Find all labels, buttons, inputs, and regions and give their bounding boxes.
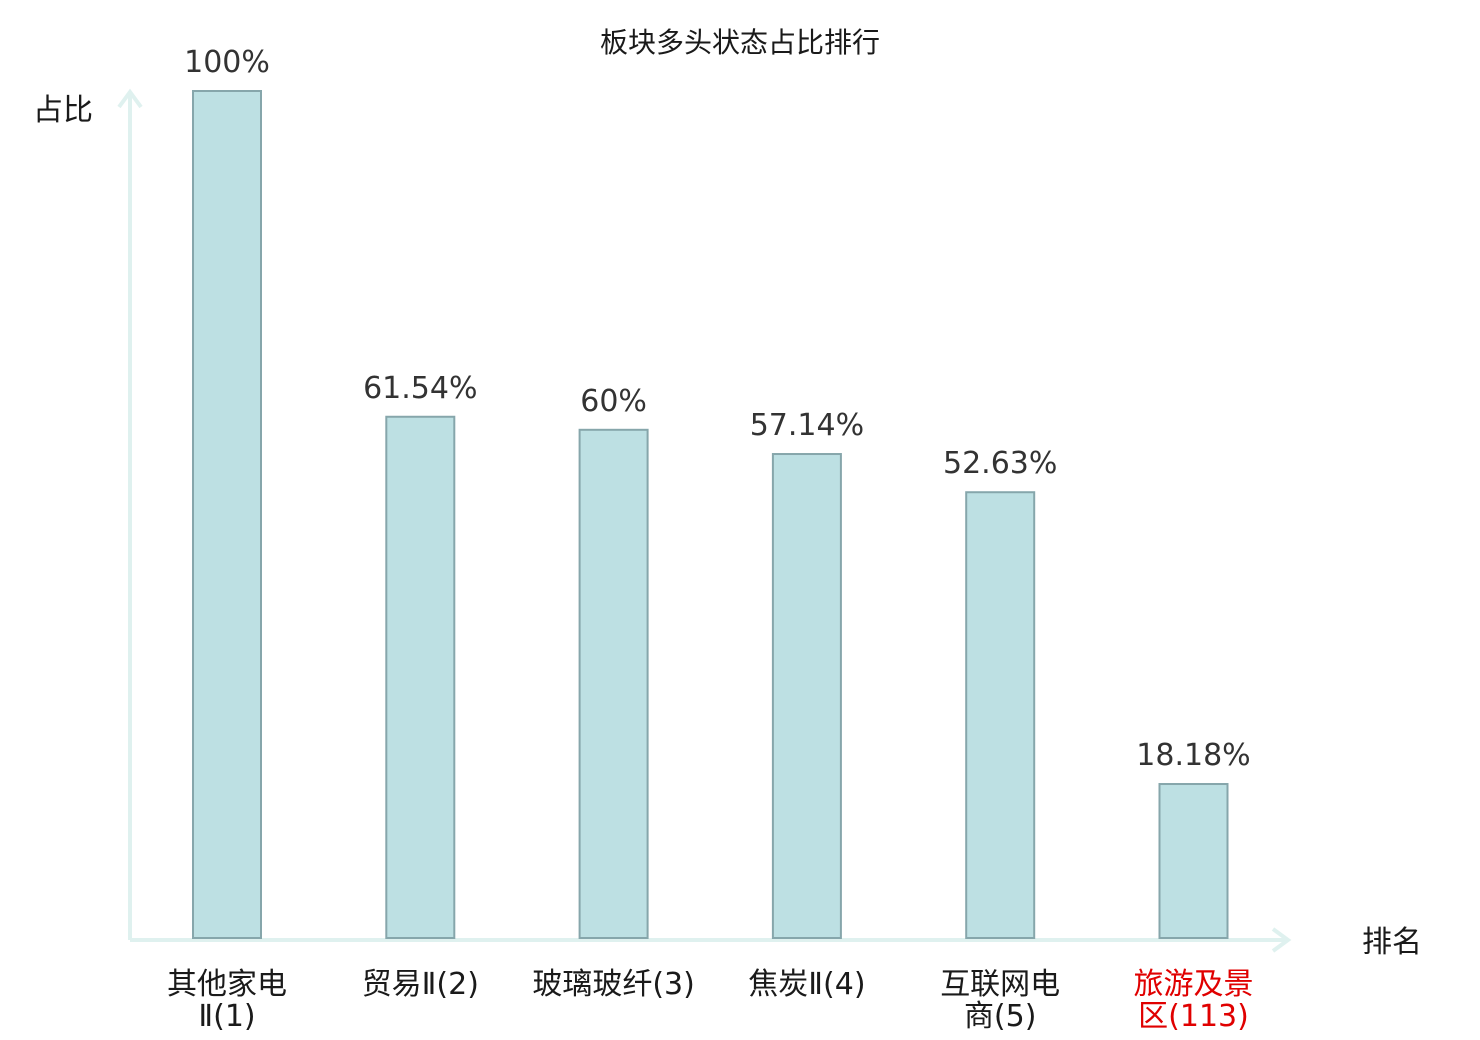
bar xyxy=(578,428,649,939)
x-tick-label: 互联网电 xyxy=(940,967,1060,1002)
axes xyxy=(117,88,1292,953)
x-tick-label: 其他家电 xyxy=(167,967,287,1002)
data-label: 100% xyxy=(184,45,270,80)
bar xyxy=(192,90,262,939)
bar xyxy=(385,415,456,939)
bar xyxy=(1158,783,1229,939)
data-label: 18.18% xyxy=(1136,738,1250,773)
bars xyxy=(192,90,1229,939)
x-tick-label: Ⅱ(1) xyxy=(198,999,255,1034)
chart-title: 板块多头状态占比排行 xyxy=(600,26,880,59)
x-tick-label: 焦炭Ⅱ(4) xyxy=(748,967,865,1002)
x-tick-label: 旅游及景 xyxy=(1134,967,1254,1002)
value-labels: 100% 61.54% 60% 57.14% 52.63% 18.18% xyxy=(184,45,1251,773)
data-label: 61.54% xyxy=(363,371,477,406)
y-axis-arrow xyxy=(117,88,143,109)
data-label: 57.14% xyxy=(750,408,864,443)
y-axis-label: 占比 xyxy=(33,93,93,128)
x-axis-label: 排名 xyxy=(1362,925,1422,960)
bar xyxy=(771,453,842,939)
data-label: 52.63% xyxy=(943,446,1057,481)
x-tick-label: 贸易Ⅱ(2) xyxy=(362,967,479,1002)
data-label: 60% xyxy=(580,384,647,419)
x-tick-label: 玻璃玻纤(3) xyxy=(532,967,695,1002)
x-tick-label: 区(113) xyxy=(1138,999,1249,1034)
bar xyxy=(965,491,1036,939)
x-tick-label: 商(5) xyxy=(964,999,1037,1034)
x-axis-arrow xyxy=(1271,927,1292,953)
